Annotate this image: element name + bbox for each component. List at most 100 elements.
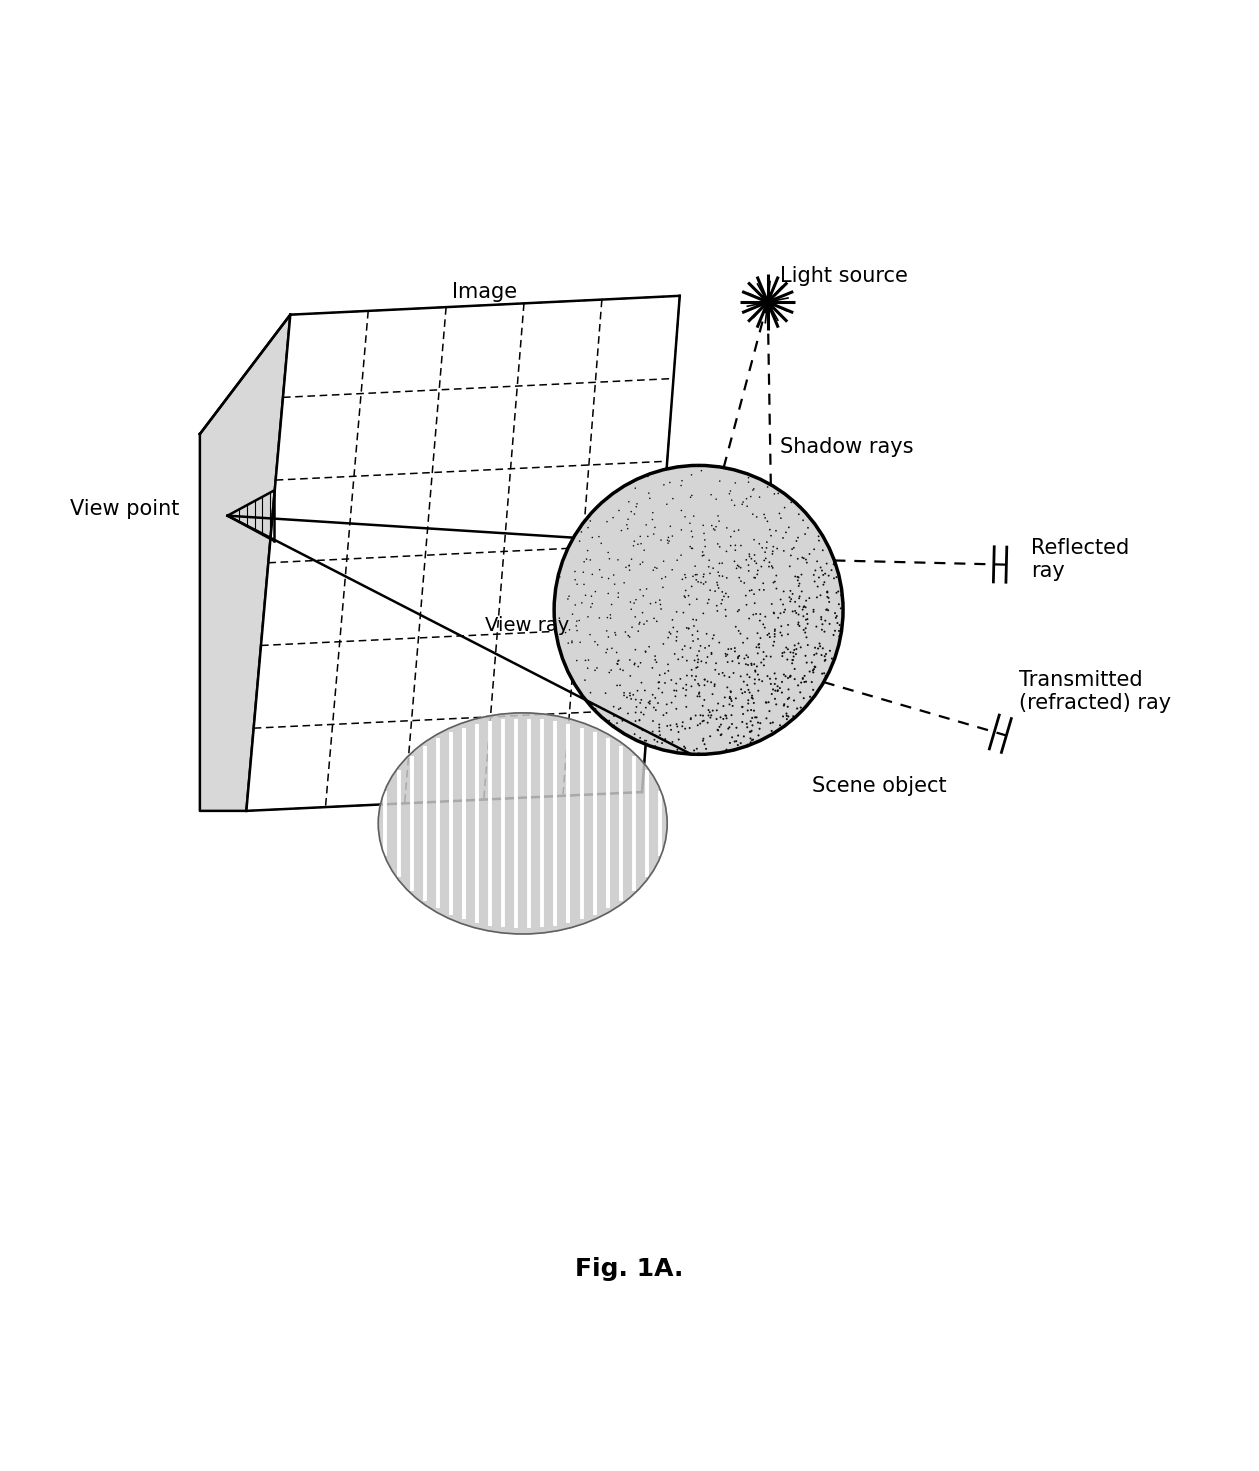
- Point: [681, 575, 701, 599]
- Point: [694, 572, 714, 596]
- Point: [742, 706, 762, 730]
- Point: [768, 606, 788, 630]
- Point: [657, 715, 677, 738]
- Point: [672, 469, 692, 493]
- Point: [744, 591, 764, 615]
- Point: [765, 678, 786, 702]
- Point: [569, 530, 589, 553]
- Point: [797, 650, 817, 674]
- Point: [768, 481, 788, 505]
- Point: [796, 588, 816, 612]
- Point: [645, 728, 665, 752]
- Point: [771, 588, 791, 612]
- Point: [774, 640, 794, 663]
- Point: [744, 528, 764, 552]
- Point: [689, 640, 709, 663]
- Point: [573, 560, 593, 584]
- Point: [716, 705, 737, 728]
- Point: [647, 609, 667, 633]
- Point: [725, 730, 745, 753]
- Point: [585, 580, 606, 603]
- Point: [783, 641, 803, 665]
- Point: [803, 659, 823, 683]
- Point: [788, 574, 808, 597]
- Point: [697, 646, 718, 669]
- Point: [754, 653, 774, 677]
- Point: [648, 671, 669, 694]
- Text: Reflected
ray: Reflected ray: [1031, 538, 1129, 581]
- Point: [828, 580, 849, 603]
- Point: [796, 669, 816, 693]
- Point: [638, 465, 658, 488]
- Point: [687, 672, 708, 696]
- Point: [682, 663, 703, 687]
- Point: [764, 619, 784, 643]
- Point: [627, 696, 647, 719]
- Point: [689, 741, 709, 765]
- Point: [705, 580, 725, 603]
- Point: [632, 600, 652, 624]
- Point: [803, 599, 823, 622]
- Point: [823, 553, 844, 577]
- Point: [619, 625, 640, 649]
- Point: [818, 585, 838, 609]
- Point: [768, 680, 788, 703]
- Point: [623, 534, 643, 558]
- Point: [779, 665, 799, 688]
- Point: [658, 525, 679, 549]
- Point: [744, 691, 764, 715]
- Point: [743, 687, 763, 710]
- Point: [781, 490, 801, 513]
- Point: [789, 594, 810, 618]
- Point: [692, 730, 713, 753]
- Point: [658, 653, 679, 677]
- Point: [710, 724, 730, 747]
- Point: [758, 624, 778, 647]
- Point: [713, 588, 733, 612]
- Point: [813, 637, 833, 660]
- Point: [630, 610, 650, 634]
- Point: [803, 678, 823, 702]
- Point: [716, 540, 737, 563]
- Point: [737, 593, 757, 616]
- Point: [764, 662, 784, 685]
- Point: [650, 588, 670, 612]
- Point: [592, 531, 612, 555]
- Point: [601, 659, 621, 683]
- Point: [718, 643, 738, 666]
- Point: [559, 584, 579, 608]
- Point: [826, 565, 846, 588]
- Point: [619, 649, 640, 672]
- Point: [753, 572, 773, 596]
- Point: [749, 635, 769, 659]
- Point: [676, 616, 696, 640]
- Point: [816, 663, 836, 687]
- Point: [763, 540, 783, 563]
- Point: [719, 693, 739, 716]
- Point: [794, 594, 815, 618]
- Point: [739, 543, 759, 566]
- Point: [705, 658, 725, 681]
- Point: [681, 675, 701, 699]
- Point: [676, 678, 696, 702]
- Point: [599, 547, 619, 571]
- Point: [748, 710, 768, 734]
- Point: [764, 625, 784, 649]
- Point: [669, 647, 689, 671]
- Point: [744, 543, 764, 566]
- Point: [733, 702, 753, 725]
- Point: [708, 691, 728, 715]
- Point: [830, 625, 850, 649]
- Point: [606, 624, 626, 647]
- Point: [686, 665, 706, 688]
- Point: [630, 578, 650, 602]
- Point: [626, 638, 646, 662]
- Point: [589, 558, 609, 581]
- Point: [686, 737, 706, 761]
- Point: [744, 583, 764, 606]
- Point: [653, 703, 674, 727]
- Point: [618, 516, 638, 540]
- Point: [803, 658, 823, 681]
- Point: [740, 719, 760, 743]
- Point: [662, 558, 682, 581]
